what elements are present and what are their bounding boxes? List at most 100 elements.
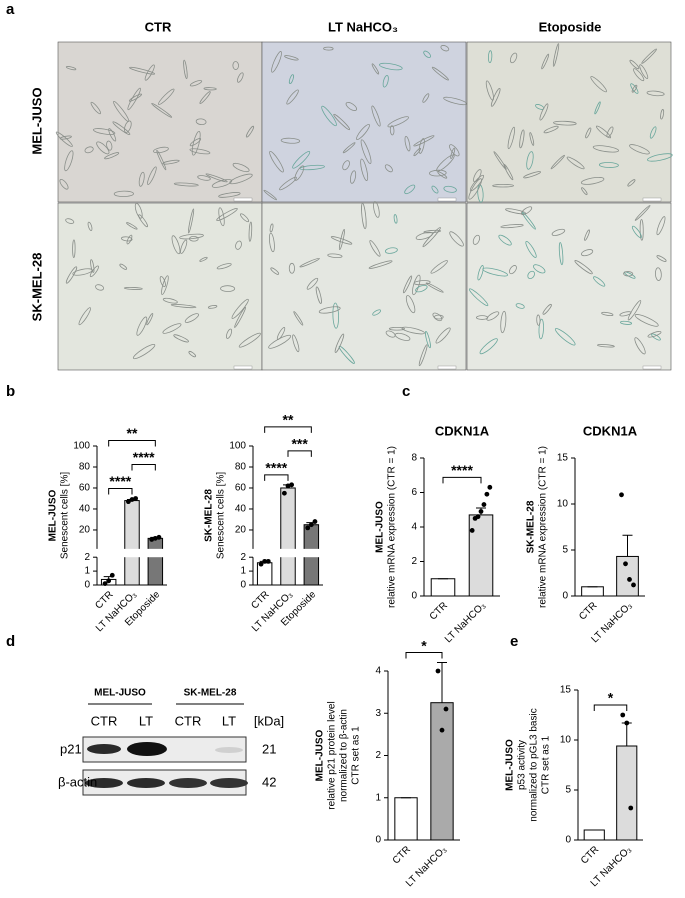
cell — [65, 218, 75, 224]
data-point — [623, 561, 628, 567]
y-tick-label: 1 — [375, 792, 381, 803]
scale-bar — [437, 197, 457, 202]
panel-letter: b — [6, 383, 15, 400]
data-point — [484, 491, 490, 497]
cell — [631, 225, 642, 239]
cell — [412, 274, 421, 296]
cell — [65, 66, 77, 71]
cell — [634, 337, 646, 355]
row-header: SK-MEL-28 — [29, 253, 44, 322]
cell — [59, 178, 69, 190]
cell — [413, 135, 435, 147]
cell — [161, 275, 169, 295]
lane-label: CTR — [91, 713, 118, 728]
data-point — [628, 805, 634, 811]
cell — [129, 66, 156, 75]
data-point — [487, 484, 493, 490]
panel-letter: a — [6, 1, 15, 18]
cell — [92, 128, 116, 135]
y-axis-label: normalized to pGL3 basic — [529, 708, 540, 821]
cell — [468, 178, 482, 200]
cell — [191, 131, 201, 156]
cell — [418, 344, 428, 367]
data-point — [156, 534, 162, 540]
protein-label: p21 — [60, 741, 82, 756]
data-point — [289, 482, 295, 488]
cell — [580, 176, 605, 185]
band — [85, 778, 123, 788]
cell — [173, 334, 189, 343]
data-point — [627, 577, 632, 582]
x-tick-label: CTR — [577, 600, 599, 622]
row-header: MEL-JUSO — [29, 87, 44, 154]
micrograph — [57, 41, 263, 203]
cell — [284, 55, 299, 61]
y-axis-label: MEL-JUSO — [315, 729, 326, 781]
cell — [237, 72, 244, 83]
data-point — [106, 578, 112, 584]
cell — [126, 234, 133, 245]
cell — [197, 175, 211, 181]
cell — [436, 154, 455, 172]
y-tick-label: 1 — [84, 566, 90, 577]
cell — [158, 88, 175, 105]
cell — [306, 277, 319, 290]
data-point — [258, 561, 264, 567]
cell — [647, 153, 673, 162]
cell — [195, 118, 207, 126]
data-point — [478, 509, 484, 514]
cell — [162, 297, 178, 304]
cell — [627, 179, 636, 187]
cell — [492, 183, 515, 188]
significance-bracket — [593, 704, 628, 711]
data-point — [475, 514, 481, 520]
cell — [431, 66, 449, 81]
data-point — [469, 528, 475, 533]
cell — [423, 50, 431, 58]
cell — [136, 316, 148, 336]
data-point — [109, 572, 115, 578]
panel-letter: e — [510, 633, 518, 650]
data-point — [312, 519, 318, 524]
scale-bar — [642, 197, 662, 202]
y-tick-label: 2 — [411, 556, 417, 567]
cell — [350, 170, 357, 184]
cell — [601, 311, 614, 316]
cell — [120, 236, 133, 242]
cell — [288, 262, 295, 274]
micrograph — [466, 41, 672, 203]
data-point — [102, 581, 108, 587]
lane-label: LT — [222, 713, 236, 728]
cell — [187, 208, 195, 234]
cell — [542, 303, 552, 315]
blot-group: SK-MEL-28 — [184, 688, 237, 699]
cell — [425, 282, 444, 293]
cell — [493, 151, 507, 170]
cell — [269, 150, 284, 173]
cell — [440, 45, 450, 52]
cell — [536, 314, 541, 326]
data-point — [265, 558, 271, 564]
cell — [382, 75, 389, 88]
y-tick-label: 40 — [79, 504, 91, 515]
cell — [592, 145, 619, 153]
cell — [263, 189, 277, 201]
significance-label: * — [421, 637, 427, 653]
cell — [90, 101, 101, 115]
y-axis-label: Senescent cells [%] — [60, 472, 71, 559]
cell — [477, 184, 484, 203]
cell — [449, 231, 464, 247]
cell — [485, 80, 494, 101]
significance-bracket — [442, 476, 482, 484]
cell — [95, 284, 105, 291]
y-tick-label: 100 — [73, 441, 90, 452]
cell — [387, 116, 410, 128]
cell — [404, 184, 416, 195]
micrograph — [466, 202, 672, 371]
panel-letter: c — [402, 383, 410, 400]
cell — [199, 256, 208, 262]
cell — [151, 102, 173, 118]
cell — [113, 190, 134, 198]
cell — [138, 171, 145, 187]
error-bar — [622, 534, 633, 557]
